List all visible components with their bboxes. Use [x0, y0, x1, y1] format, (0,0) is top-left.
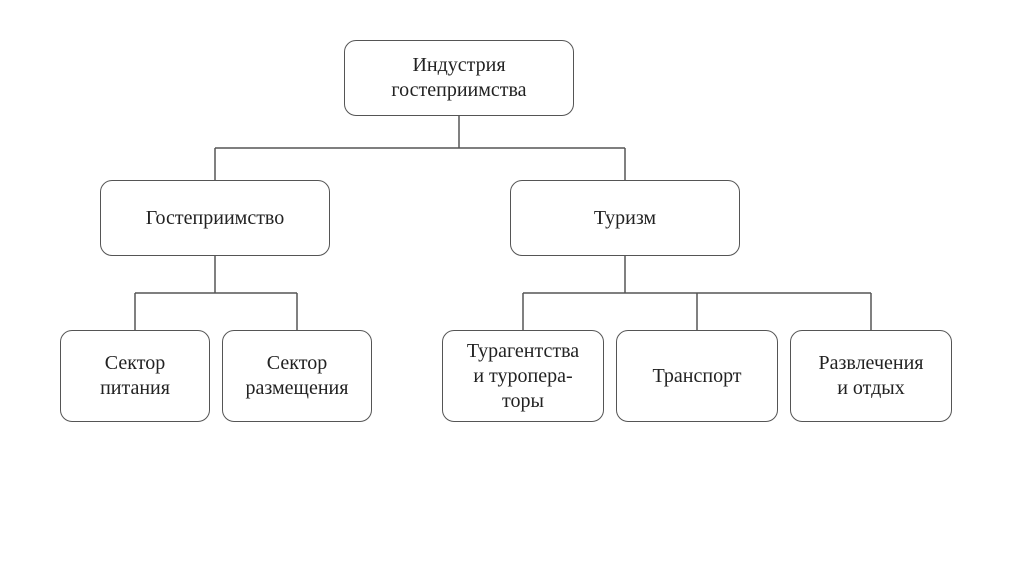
tree-node-trans: Транспорт: [616, 330, 778, 422]
tree-node-label: Сектор питания: [100, 351, 170, 401]
tree-node-label: Сектор размещения: [246, 351, 349, 401]
tree-node-agent: Турагентства и туропера- торы: [442, 330, 604, 422]
tree-node-leis: Развлечения и отдых: [790, 330, 952, 422]
tree-node-root: Индустрия гостеприимства: [344, 40, 574, 116]
tree-node-label: Развлечения и отдых: [819, 351, 924, 401]
tree-node-label: Турагентства и туропера- торы: [467, 339, 579, 414]
tree-node-tour: Туризм: [510, 180, 740, 256]
tree-node-hosp: Гостеприимство: [100, 180, 330, 256]
tree-node-food: Сектор питания: [60, 330, 210, 422]
tree-node-label: Гостеприимство: [146, 206, 285, 231]
tree-node-label: Туризм: [594, 206, 656, 231]
tree-node-accom: Сектор размещения: [222, 330, 372, 422]
tree-node-label: Транспорт: [652, 364, 741, 389]
tree-node-label: Индустрия гостеприимства: [391, 53, 526, 103]
